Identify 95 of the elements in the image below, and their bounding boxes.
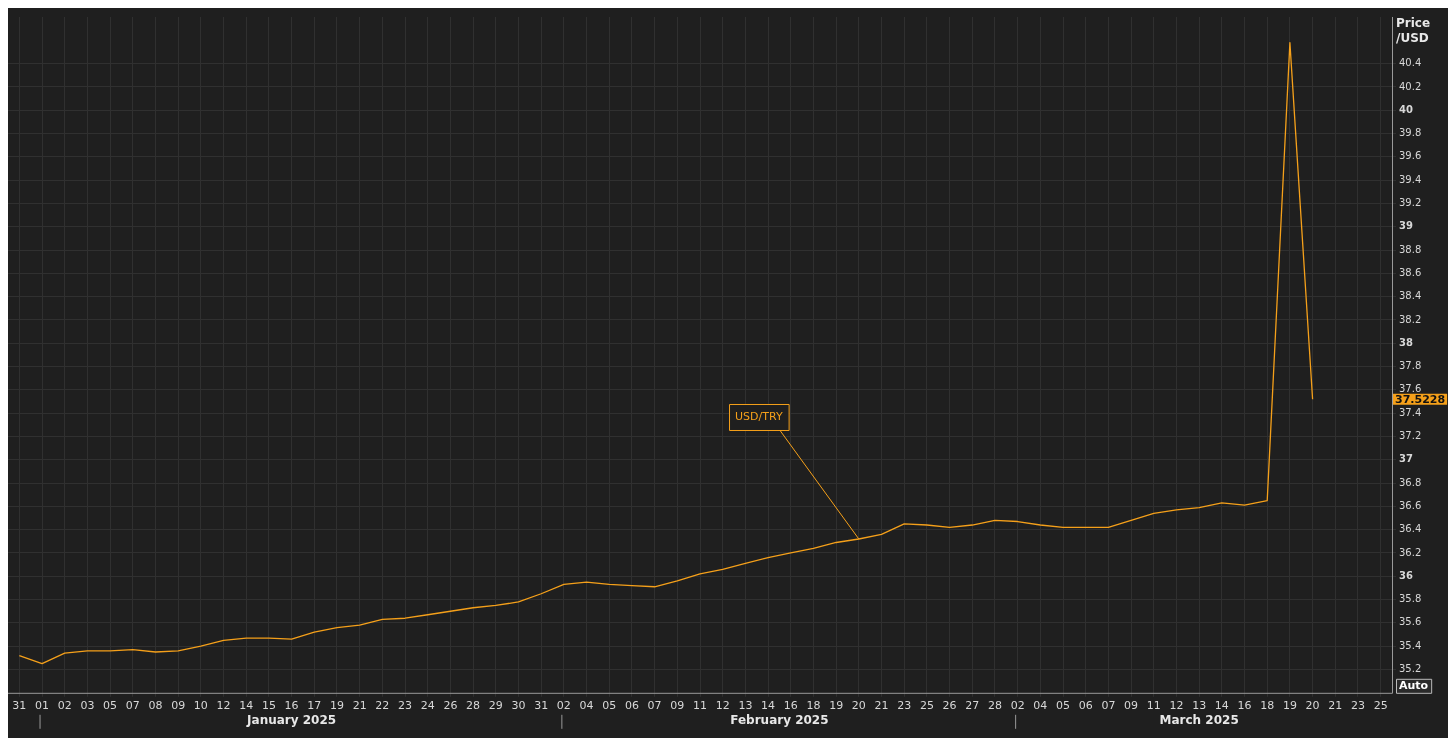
x-tick-label: 15 bbox=[261, 699, 276, 713]
x-tick-label: 13 bbox=[1192, 699, 1207, 713]
x-tick-label: 09 bbox=[171, 699, 186, 713]
x-tick-label: 05 bbox=[602, 699, 617, 713]
x-tick-label: 16 bbox=[284, 699, 299, 713]
x-tick-label: 07 bbox=[125, 699, 140, 713]
y-tick-label: 39.6 bbox=[1399, 150, 1422, 162]
x-tick-label: 13 bbox=[738, 699, 753, 713]
x-tick-label: 26 bbox=[942, 699, 957, 713]
y-tick-label: 40.2 bbox=[1399, 80, 1422, 92]
y-tick-label: 39.4 bbox=[1399, 173, 1422, 185]
x-tick-label: 04 bbox=[579, 699, 594, 713]
y-tick-label: 35.4 bbox=[1399, 639, 1422, 651]
x-tick-label: 14 bbox=[239, 699, 254, 713]
x-tick-label: 19 bbox=[829, 699, 844, 713]
x-tick-label: 16 bbox=[1237, 699, 1252, 713]
x-tick-label: 11 bbox=[1146, 699, 1161, 713]
x-tick-label: 23 bbox=[897, 699, 912, 713]
y-tick-label: 39.8 bbox=[1399, 127, 1422, 139]
x-tick-label: 20 bbox=[1305, 699, 1320, 713]
x-tick-label: 03 bbox=[80, 699, 95, 713]
y-tick-label: 35.6 bbox=[1399, 616, 1422, 628]
y-axis-title: Price /USD bbox=[1396, 16, 1431, 46]
text: January 2025 bbox=[246, 712, 337, 727]
x-tick-label: 12 bbox=[216, 699, 231, 713]
x-tick-label: 31 bbox=[534, 699, 549, 713]
x-tick-label: 02 bbox=[556, 699, 571, 713]
y-tick-label: 37.8 bbox=[1399, 360, 1422, 372]
y-tick-label: 36.8 bbox=[1399, 476, 1422, 488]
y-tick-label: 38.2 bbox=[1399, 313, 1422, 325]
x-tick-label: 18 bbox=[806, 699, 821, 713]
x-tick-label: 02 bbox=[1010, 699, 1025, 713]
x-tick-label: 11 bbox=[693, 699, 707, 713]
x-tick-label: 16 bbox=[783, 699, 798, 713]
x-tick-label: 21 bbox=[874, 699, 889, 713]
y-tick-label: 39.2 bbox=[1399, 197, 1422, 209]
x-tick-label: 23 bbox=[1350, 699, 1365, 713]
x-tick-label: 14 bbox=[1214, 699, 1229, 713]
x-tick-label: 08 bbox=[148, 699, 163, 713]
y-tick-label: 37.4 bbox=[1399, 406, 1422, 418]
x-tick-label: 25 bbox=[919, 699, 934, 713]
x-tick-label: 30 bbox=[511, 699, 526, 713]
y-tick-label: 38.8 bbox=[1399, 243, 1422, 255]
y-tick-label: 37.6 bbox=[1399, 383, 1422, 395]
x-tick-label: 05 bbox=[1056, 699, 1071, 713]
x-tick-label: 19 bbox=[329, 699, 344, 713]
x-tick-label: 21 bbox=[1328, 699, 1343, 713]
x-tick-label: 12 bbox=[1169, 699, 1184, 713]
x-tick-label: 28 bbox=[466, 699, 481, 713]
x-tick-label: 26 bbox=[443, 699, 458, 713]
text: February 2025 bbox=[730, 712, 829, 727]
y-tick-label: 38 bbox=[1399, 336, 1413, 348]
y-tick-label: 35.8 bbox=[1399, 593, 1422, 605]
x-tick-label: 21 bbox=[352, 699, 367, 713]
x-tick-label: 14 bbox=[761, 699, 776, 713]
x-tick-label: 19 bbox=[1282, 699, 1297, 713]
y-tick-label: 36.6 bbox=[1399, 499, 1422, 511]
x-tick-label: 29 bbox=[488, 699, 503, 713]
y-tick-label: 38.6 bbox=[1399, 266, 1422, 278]
y-tick-label: 36 bbox=[1399, 569, 1413, 581]
y-tick-label: 36.4 bbox=[1399, 523, 1422, 535]
y-tick-label: 40 bbox=[1399, 103, 1413, 115]
text: March 2025 bbox=[1159, 712, 1239, 727]
text: Auto bbox=[1399, 679, 1429, 693]
x-tick-label: 22 bbox=[375, 699, 390, 713]
x-tick-label: 23 bbox=[398, 699, 413, 713]
x-tick-label: 25 bbox=[1373, 699, 1388, 713]
x-tick-label: 05 bbox=[103, 699, 118, 713]
x-tick-label: 17 bbox=[307, 699, 322, 713]
x-tick-label: 09 bbox=[670, 699, 685, 713]
y-tick-label: 39 bbox=[1399, 220, 1413, 232]
x-tick-label: 10 bbox=[193, 699, 208, 713]
y-tick-label: 40.4 bbox=[1399, 57, 1422, 69]
y-tick-label: 37.2 bbox=[1399, 430, 1422, 442]
x-tick-label: 07 bbox=[647, 699, 662, 713]
x-tick-label: 27 bbox=[965, 699, 980, 713]
y-tick-label: 35.2 bbox=[1399, 663, 1422, 675]
x-tick-label: 02 bbox=[57, 699, 72, 713]
y-tick-label: 38.4 bbox=[1399, 290, 1422, 302]
x-tick-label: 04 bbox=[1033, 699, 1048, 713]
x-tick-label: 09 bbox=[1124, 699, 1139, 713]
y-tick-label: 37 bbox=[1399, 453, 1413, 465]
x-tick-label: 12 bbox=[715, 699, 730, 713]
x-tick-label: 06 bbox=[1078, 699, 1093, 713]
x-tick-label: 18 bbox=[1260, 699, 1275, 713]
x-tick-label: 28 bbox=[987, 699, 1002, 713]
x-tick-label: 24 bbox=[420, 699, 435, 713]
text: 37.5228 bbox=[1395, 392, 1446, 406]
x-tick-label: 31 bbox=[12, 699, 27, 713]
x-tick-label: 06 bbox=[624, 699, 639, 713]
x-tick-label: 07 bbox=[1101, 699, 1116, 713]
x-tick-label: 01 bbox=[35, 699, 50, 713]
x-tick-label: 20 bbox=[851, 699, 866, 713]
y-tick-label: 36.2 bbox=[1399, 546, 1422, 558]
text: USD/TRY bbox=[735, 410, 783, 424]
